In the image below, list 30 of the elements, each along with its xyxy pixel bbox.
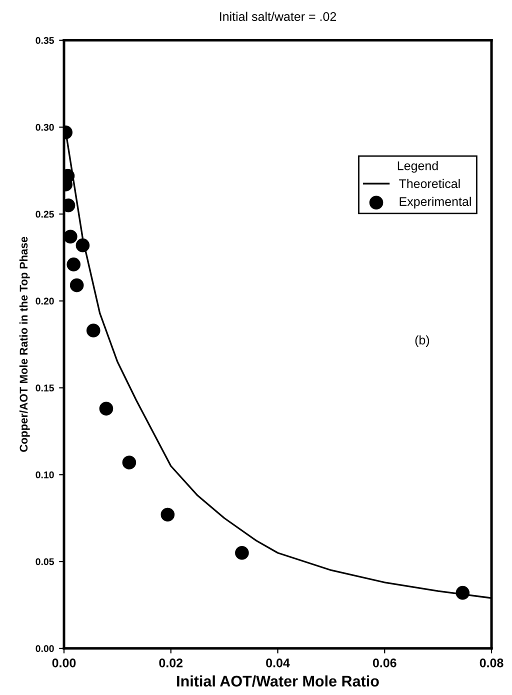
y-tick-label: 0.20 [36, 298, 54, 305]
x-tick-label: 0.00 [52, 658, 76, 668]
point [99, 402, 114, 416]
y-tick-label: 0.25 [36, 210, 54, 218]
point [235, 546, 249, 560]
point [70, 278, 84, 292]
point [86, 324, 100, 338]
point [456, 586, 470, 600]
point [76, 238, 90, 252]
point [64, 230, 78, 244]
y-tick-label: 0.35 [36, 37, 54, 44]
x-tick-label: 0.02 [159, 658, 183, 668]
legend-title: Legend [398, 161, 438, 173]
chart-title: Initial salt/water = .02 [220, 12, 336, 21]
legend-label: Experimental [400, 196, 471, 208]
annotation: (b) [415, 335, 430, 347]
x-tick-label: 0.04 [266, 658, 290, 668]
y-axis-title: Copper/AOT Mole Ratio in the Top Phase [19, 236, 30, 452]
x-tick-label: 0.06 [372, 658, 396, 668]
x-axis-title: Initial AOT/Water Mole Ratio [177, 675, 379, 687]
point [160, 508, 175, 522]
point [122, 456, 136, 470]
y-tick-label: 0.30 [36, 124, 54, 131]
y-tick-label: 0.00 [36, 645, 54, 652]
y-tick-label: 0.15 [36, 384, 54, 392]
y-tick-label: 0.05 [36, 558, 54, 566]
x-tick-label: 0.08 [480, 658, 504, 668]
legend-label: Theoretical [399, 178, 460, 188]
y-tick-label: 0.10 [36, 471, 54, 478]
point [66, 258, 81, 272]
